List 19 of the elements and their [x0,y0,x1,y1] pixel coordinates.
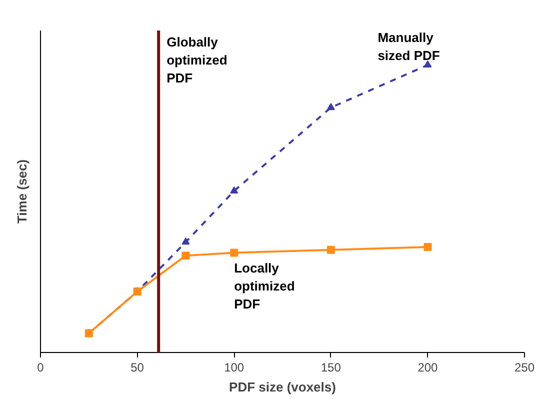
x-tick-label: 250 [514,360,535,374]
series-label: Manually sized PDF [378,30,440,63]
y-axis-title: Time (sec) [14,159,30,224]
x-tick-label: 0 [37,360,44,374]
point [182,238,190,245]
point [424,242,432,251]
ref-line-label: Globally optimized PDF [166,34,228,86]
x-tick-label: 150 [320,360,342,374]
x-tick-label: 50 [130,360,144,374]
point [182,252,190,260]
point [230,186,238,194]
x-tick-label: 200 [418,360,438,374]
series-label: Locally optimized PDF [234,260,295,312]
point [424,60,432,68]
point [230,248,238,257]
point [326,103,335,110]
point [326,246,335,254]
x-axis-title: PDF size (voxels) [229,380,336,394]
x-tick-label: 100 [224,360,244,374]
